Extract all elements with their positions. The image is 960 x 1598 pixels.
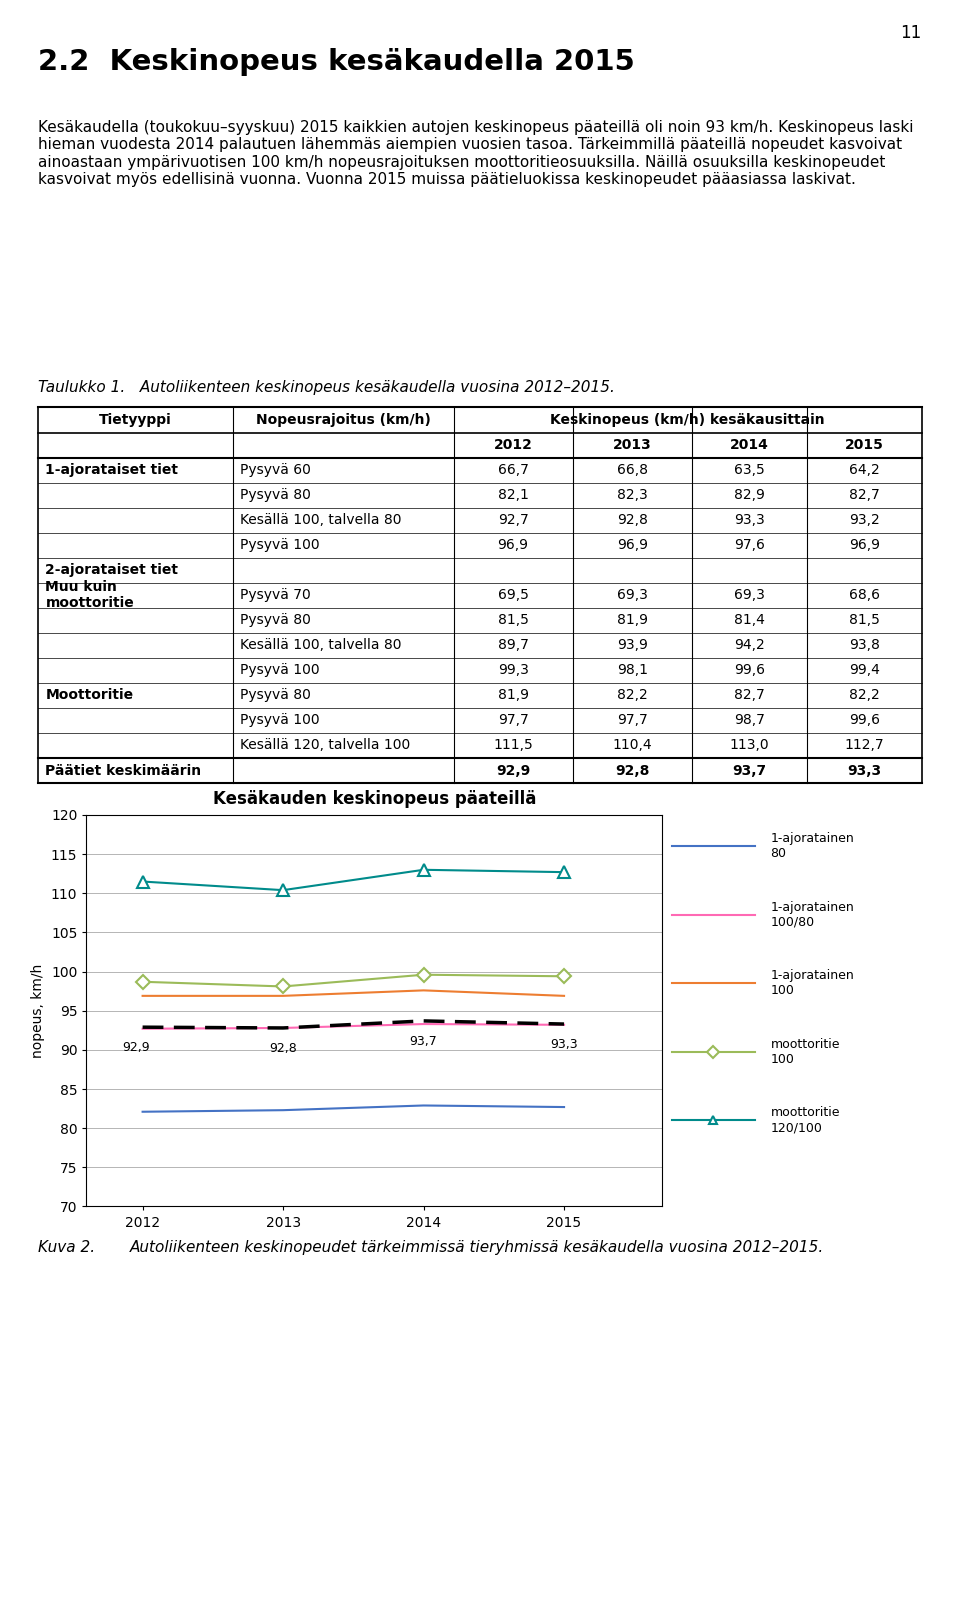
Text: 93,3: 93,3	[734, 513, 765, 527]
Text: 82,2: 82,2	[849, 689, 879, 703]
Text: 81,5: 81,5	[497, 614, 529, 628]
Text: Kuva 2.: Kuva 2.	[38, 1240, 106, 1254]
Text: 1-ajoratainen
80: 1-ajoratainen 80	[771, 833, 854, 860]
Text: 82,9: 82,9	[734, 487, 765, 502]
Text: 82,2: 82,2	[617, 689, 648, 703]
Text: 2014: 2014	[730, 438, 769, 452]
Text: 2013: 2013	[613, 438, 652, 452]
Text: Pysyvä 80: Pysyvä 80	[240, 487, 311, 502]
Text: Kesällä 120, talvella 100: Kesällä 120, talvella 100	[240, 738, 410, 753]
Text: 96,9: 96,9	[497, 539, 529, 553]
Text: Keskinopeus (km/h) kesäkausittain: Keskinopeus (km/h) kesäkausittain	[550, 412, 825, 427]
Text: 92,8: 92,8	[615, 764, 650, 778]
Text: 93,2: 93,2	[849, 513, 879, 527]
Text: 82,3: 82,3	[617, 487, 648, 502]
Text: Pysyvä 100: Pysyvä 100	[240, 713, 320, 727]
Text: 63,5: 63,5	[734, 463, 765, 478]
Text: Taulukko 1.   Autoliikenteen keskinopeus kesäkaudella vuosina 2012–2015.: Taulukko 1. Autoliikenteen keskinopeus k…	[38, 380, 615, 395]
Text: 69,3: 69,3	[617, 588, 648, 602]
Text: 98,7: 98,7	[734, 713, 765, 727]
Text: 99,3: 99,3	[497, 663, 529, 678]
Text: 99,4: 99,4	[849, 663, 879, 678]
Text: 97,7: 97,7	[497, 713, 529, 727]
Text: 1-ajorataiset tiet: 1-ajorataiset tiet	[45, 463, 179, 478]
Text: 92,9: 92,9	[496, 764, 530, 778]
Text: 89,7: 89,7	[497, 638, 529, 652]
Text: 97,6: 97,6	[734, 539, 765, 553]
Text: Nopeusrajoitus (km/h): Nopeusrajoitus (km/h)	[255, 412, 430, 427]
Text: 66,7: 66,7	[497, 463, 529, 478]
Text: Tietyyppi: Tietyyppi	[99, 412, 172, 427]
Text: Kesäkaudella (toukokuu–syyskuu) 2015 kaikkien autojen keskinopeus päateillä oli : Kesäkaudella (toukokuu–syyskuu) 2015 kai…	[38, 120, 914, 187]
Text: Moottoritie: Moottoritie	[45, 689, 133, 703]
Text: 111,5: 111,5	[493, 738, 533, 753]
Text: 66,8: 66,8	[617, 463, 648, 478]
Text: 92,8: 92,8	[269, 1042, 297, 1055]
Text: 92,9: 92,9	[122, 1042, 150, 1055]
Text: 2.2  Keskinopeus kesäkaudella 2015: 2.2 Keskinopeus kesäkaudella 2015	[38, 48, 636, 77]
Text: 92,7: 92,7	[497, 513, 529, 527]
Text: Pysyvä 100: Pysyvä 100	[240, 663, 320, 678]
Text: 93,3: 93,3	[847, 764, 881, 778]
Text: 69,5: 69,5	[497, 588, 529, 602]
Text: Autoliikenteen keskinopeudet tärkeimmissä tieryhmissä kesäkaudella vuosina 2012–: Autoliikenteen keskinopeudet tärkeimmiss…	[130, 1240, 824, 1254]
Text: Pysyvä 70: Pysyvä 70	[240, 588, 310, 602]
Text: Päätiet keskimäärin: Päätiet keskimäärin	[45, 764, 202, 778]
Text: Pysyvä 80: Pysyvä 80	[240, 614, 311, 628]
Text: 113,0: 113,0	[730, 738, 769, 753]
Text: 110,4: 110,4	[612, 738, 652, 753]
Text: 2015: 2015	[845, 438, 883, 452]
Text: 93,7: 93,7	[732, 764, 766, 778]
Text: 96,9: 96,9	[849, 539, 879, 553]
Text: 69,3: 69,3	[734, 588, 765, 602]
Text: 112,7: 112,7	[845, 738, 884, 753]
Text: 2-ajorataiset tiet: 2-ajorataiset tiet	[45, 562, 179, 577]
Text: 93,9: 93,9	[617, 638, 648, 652]
Text: 94,2: 94,2	[734, 638, 765, 652]
Text: 99,6: 99,6	[849, 713, 879, 727]
Text: moottoritie
120/100: moottoritie 120/100	[771, 1106, 840, 1135]
Text: 81,9: 81,9	[497, 689, 529, 703]
Text: Kesällä 100, talvella 80: Kesällä 100, talvella 80	[240, 638, 401, 652]
Text: 82,7: 82,7	[849, 487, 879, 502]
Text: 97,7: 97,7	[617, 713, 648, 727]
Text: 98,1: 98,1	[617, 663, 648, 678]
Text: 81,4: 81,4	[734, 614, 765, 628]
Text: Muu kuin
moottoritie: Muu kuin moottoritie	[45, 580, 134, 610]
Text: 82,7: 82,7	[734, 689, 765, 703]
Text: Kesällä 100, talvella 80: Kesällä 100, talvella 80	[240, 513, 401, 527]
Text: 96,9: 96,9	[617, 539, 648, 553]
Y-axis label: nopeus, km/h: nopeus, km/h	[32, 964, 45, 1058]
Text: 81,9: 81,9	[617, 614, 648, 628]
Text: 1-ajoratainen
100/80: 1-ajoratainen 100/80	[771, 901, 854, 928]
Text: 11: 11	[900, 24, 922, 42]
Text: 92,8: 92,8	[617, 513, 648, 527]
Text: 99,6: 99,6	[733, 663, 765, 678]
Title: Kesäkauden keskinopeus päateillä: Kesäkauden keskinopeus päateillä	[213, 789, 536, 809]
Text: 64,2: 64,2	[849, 463, 879, 478]
Text: 2012: 2012	[493, 438, 533, 452]
Text: Pysyvä 100: Pysyvä 100	[240, 539, 320, 553]
Text: 1-ajoratainen
100: 1-ajoratainen 100	[771, 970, 854, 997]
Text: 68,6: 68,6	[849, 588, 879, 602]
Text: 93,3: 93,3	[550, 1039, 578, 1051]
Text: Pysyvä 60: Pysyvä 60	[240, 463, 311, 478]
Text: 82,1: 82,1	[497, 487, 529, 502]
Text: 81,5: 81,5	[849, 614, 879, 628]
Text: 93,8: 93,8	[849, 638, 879, 652]
Text: 93,7: 93,7	[410, 1036, 438, 1048]
Text: Pysyvä 80: Pysyvä 80	[240, 689, 311, 703]
Text: moottoritie
100: moottoritie 100	[771, 1037, 840, 1066]
